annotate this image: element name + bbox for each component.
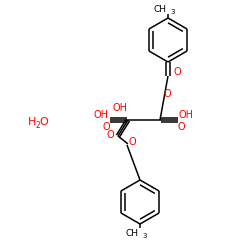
Text: O: O [102,122,110,132]
Text: O: O [128,137,136,147]
Text: O: O [106,130,114,140]
Text: CH: CH [125,228,138,237]
Text: 2: 2 [36,120,41,130]
Text: H: H [28,117,36,127]
Text: CH: CH [153,4,166,14]
Text: 3: 3 [143,233,147,239]
Text: OH: OH [178,110,194,120]
Text: OH: OH [112,103,128,113]
Text: O: O [40,117,48,127]
Text: O: O [173,67,181,77]
Text: 3: 3 [171,9,175,15]
Text: OH: OH [94,110,108,120]
Text: O: O [177,122,185,132]
Text: O: O [163,89,171,99]
